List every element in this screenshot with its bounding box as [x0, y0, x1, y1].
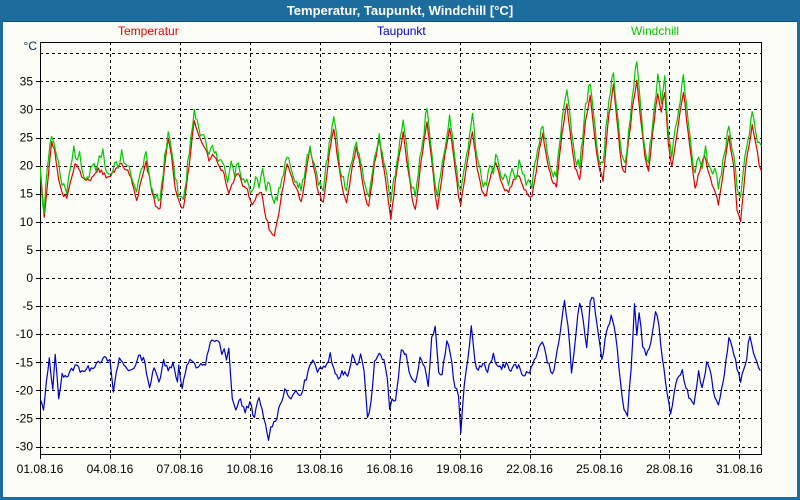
x-axis-tick-label: 13.08.16: [296, 462, 343, 476]
y-axis-tick-label: 35: [20, 74, 34, 88]
y-axis-tick-label: 20: [20, 159, 34, 173]
axis-ticks: [36, 81, 740, 459]
x-axis-tick-label: 16.08.16: [366, 462, 413, 476]
y-axis-tick-label: 0: [26, 271, 33, 285]
legend-temperatur: Temperatur: [118, 24, 179, 38]
y-axis-tick-label: 5: [26, 243, 33, 257]
x-axis-tick-label: 31.08.16: [716, 462, 763, 476]
y-axis-tick-label: 10: [20, 215, 34, 229]
window-title: Temperatur, Taupunkt, Windchill [°C]: [286, 3, 514, 18]
y-axis-tick-label: 25: [20, 131, 34, 145]
series-temperatur: [40, 79, 762, 237]
y-axis-tick-label: -5: [22, 299, 33, 313]
x-axis-tick-label: 04.08.16: [87, 462, 134, 476]
x-axis-tick-label: 22.08.16: [506, 462, 553, 476]
legend-taupunkt: Taupunkt: [377, 24, 426, 38]
grid: [40, 42, 762, 455]
y-axis-tick-label: -25: [16, 411, 34, 425]
y-axis-unit-label: °C: [23, 39, 37, 53]
legend-windchill: Windchill: [631, 24, 680, 38]
y-axis-tick-label: -20: [16, 383, 34, 397]
x-axis-tick-label: 07.08.16: [157, 462, 204, 476]
plot-border: [40, 42, 762, 455]
x-axis-tick-label: 10.08.16: [226, 462, 273, 476]
x-axis-tick-label: 28.08.16: [646, 462, 693, 476]
y-axis-tick-label: -30: [16, 440, 34, 454]
y-axis-tick-label: -10: [16, 327, 34, 341]
x-axis-tick-label: 01.08.16: [17, 462, 64, 476]
y-axis-tick-label: 15: [20, 187, 34, 201]
y-axis-tick-label: 30: [20, 102, 34, 116]
window-title-bar: Temperatur, Taupunkt, Windchill [°C]: [0, 0, 800, 22]
series-windchill: [40, 61, 762, 214]
x-axis-tick-label: 19.08.16: [436, 462, 483, 476]
y-axis-tick-label: -15: [16, 355, 34, 369]
x-axis-tick-label: 25.08.16: [576, 462, 623, 476]
series-taupunkt: [40, 296, 761, 441]
